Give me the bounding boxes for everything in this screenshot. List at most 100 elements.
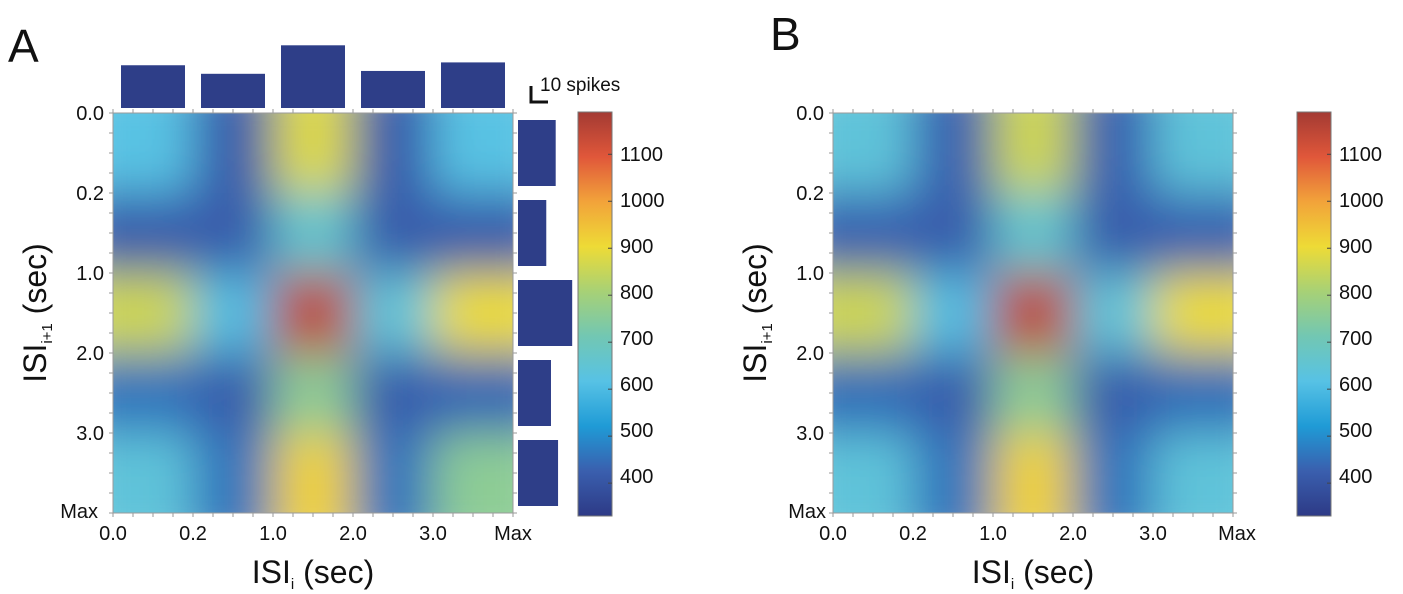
- heatmap-cell: [833, 113, 913, 193]
- heatmap-cell: [193, 353, 273, 433]
- heatmap-cell: [1153, 273, 1233, 353]
- panel-b-axis-ticks: [829, 109, 1237, 517]
- x-tick-label: 2.0: [1059, 523, 1087, 545]
- y-tick-label: Max: [788, 501, 826, 523]
- x-axis-title-sub: i: [1011, 576, 1014, 593]
- y-tick-label: 0.0: [796, 103, 824, 125]
- colorbar-tick-label: 800: [620, 282, 653, 304]
- panel-a-x-tick-labels: 0.0 0.2 1.0 2.0 3.0 Max: [99, 523, 532, 545]
- heatmap-cell: [993, 433, 1073, 513]
- heatmap-cell: [993, 193, 1073, 273]
- x-tick-label: Max: [1218, 523, 1256, 545]
- panel-a-scale-bar: 10 spikes: [529, 75, 620, 104]
- y-tick-label: Max: [60, 501, 98, 523]
- marginal-right-bar: [518, 280, 573, 346]
- heatmap-cell: [1073, 273, 1153, 353]
- colorbar-tick-label: 400: [620, 466, 653, 488]
- heatmap-cell: [1073, 353, 1153, 433]
- heatmap-cell: [913, 193, 993, 273]
- heatmap-cell: [833, 193, 913, 273]
- heatmap-cell: [1153, 113, 1233, 193]
- panel-a-colorbar: 1100 1000 900 800 700 600 500 400: [577, 111, 665, 517]
- y-tick-label: 1.0: [796, 263, 824, 285]
- heatmap-cell: [273, 433, 353, 513]
- heatmap-cell: [433, 193, 513, 273]
- x-axis-title-main: ISI: [252, 554, 291, 590]
- heatmap-cell: [833, 353, 913, 433]
- panel-a-label: A: [8, 20, 39, 72]
- heatmap-cell: [433, 353, 513, 433]
- colorbar-tick-label: 1000: [620, 190, 665, 212]
- x-axis-title-tail: (sec): [294, 554, 374, 590]
- heatmap-cell: [1153, 353, 1233, 433]
- panel-a-marginal-right: [518, 120, 573, 506]
- panel-b-x-tick-labels: 0.0 0.2 1.0 2.0 3.0 Max: [819, 523, 1256, 545]
- panel-a-x-axis-title: ISIi (sec): [252, 554, 374, 593]
- panel-a-y-tick-labels: 0.0 0.2 1.0 2.0 3.0 Max: [60, 103, 104, 523]
- colorbar-tick-label: 400: [1339, 466, 1372, 488]
- x-axis-title-tail: (sec): [1014, 554, 1094, 590]
- y-axis-title-tail: (sec): [17, 243, 53, 323]
- heatmap-cell: [193, 193, 273, 273]
- colorbar-tick-label: 900: [620, 236, 653, 258]
- colorbar-tick-label: 1000: [1339, 190, 1384, 212]
- panel-b-colorbar: 1100 1000 900 800 700 600 500 400: [1296, 111, 1384, 517]
- marginal-right-bar: [518, 200, 547, 266]
- heatmap-cell: [1073, 113, 1153, 193]
- heatmap-cell: [273, 193, 353, 273]
- x-axis-title-sub: i: [291, 576, 294, 593]
- y-tick-label: 0.2: [796, 183, 824, 205]
- marginal-right-bar: [518, 360, 551, 426]
- x-tick-label: 0.2: [899, 523, 927, 545]
- heatmap-cell: [113, 273, 193, 353]
- heatmap-cell: [353, 193, 433, 273]
- heatmap-cell: [913, 113, 993, 193]
- y-axis-title-main: ISI: [737, 344, 773, 383]
- heatmap-cell: [113, 193, 193, 273]
- panel-a-y-axis-title: ISIi+1 (sec): [17, 243, 56, 383]
- y-tick-label: 0.0: [76, 103, 104, 125]
- y-axis-title-tail: (sec): [737, 243, 773, 323]
- marginal-top-bar: [201, 73, 265, 108]
- colorbar-tick-label: 700: [1339, 328, 1372, 350]
- heatmap-cell: [1153, 193, 1233, 273]
- x-tick-label: 2.0: [339, 523, 367, 545]
- marginal-top-bar: [441, 62, 505, 108]
- heatmap-cell: [433, 113, 513, 193]
- heatmap-cell: [1073, 193, 1153, 273]
- y-tick-label: 2.0: [76, 343, 104, 365]
- scale-bar-shape: [529, 86, 548, 104]
- heatmap-cell: [113, 353, 193, 433]
- y-axis-title-main: ISI: [17, 344, 53, 383]
- heatmap-cell: [193, 433, 273, 513]
- heatmap-cell: [833, 273, 913, 353]
- heatmap-cell: [993, 353, 1073, 433]
- colorbar-tick-label: 900: [1339, 236, 1372, 258]
- x-tick-label: 3.0: [419, 523, 447, 545]
- panel-a-heatmap: [113, 113, 513, 513]
- heatmap-cell: [273, 273, 353, 353]
- x-tick-label: 0.0: [99, 523, 127, 545]
- x-tick-label: 1.0: [259, 523, 287, 545]
- marginal-top-bar: [361, 70, 425, 108]
- x-tick-label: 0.0: [819, 523, 847, 545]
- panel-b-y-tick-labels: 0.0 0.2 1.0 2.0 3.0 Max: [788, 103, 826, 523]
- y-tick-label: 3.0: [796, 423, 824, 445]
- heatmap-cell: [113, 433, 193, 513]
- heatmap-cell: [433, 273, 513, 353]
- y-tick-label: 0.2: [76, 183, 104, 205]
- heatmap-cell: [353, 353, 433, 433]
- colorbar-ticks: [1327, 153, 1331, 484]
- marginal-top-bar: [281, 45, 345, 108]
- panel-b: B 0.0 0.2 1.0 2.0 3.0 Max 0.0 0.2 1.0 2.…: [737, 8, 1384, 593]
- heatmap-cell: [353, 113, 433, 193]
- panel-b-y-axis-title: ISIi+1 (sec): [737, 243, 776, 383]
- colorbar-tick-label: 800: [1339, 282, 1372, 304]
- heatmap-cell: [193, 113, 273, 193]
- heatmap-cell: [353, 273, 433, 353]
- heatmap-cell: [1073, 433, 1153, 513]
- heatmap-cell: [993, 273, 1073, 353]
- colorbar-tick-label: 700: [620, 328, 653, 350]
- heatmap-cell: [113, 113, 193, 193]
